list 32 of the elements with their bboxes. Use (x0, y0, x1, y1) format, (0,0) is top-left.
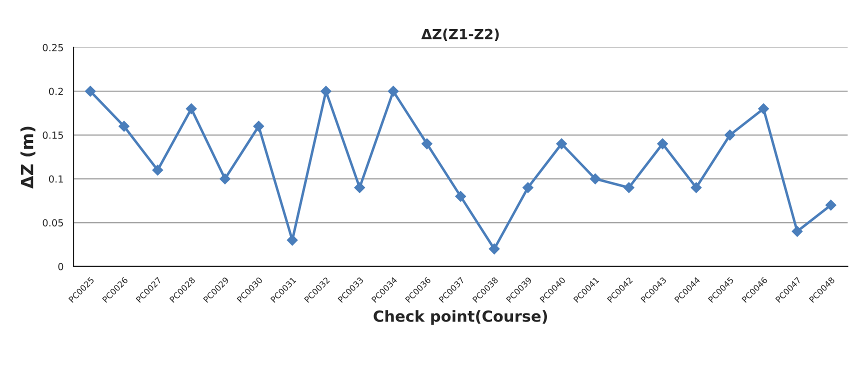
point (690, 182, 702, 194)
point (657, 138, 668, 150)
point (556, 138, 568, 150)
point (220, 173, 230, 184)
x-axis-title: Check point(Course) (374, 310, 547, 325)
point (724, 130, 736, 140)
chart-title: ΔZ(Z1-Z2) (421, 28, 499, 41)
point (422, 138, 432, 150)
point (253, 120, 264, 132)
point (792, 226, 803, 237)
y-tick-label: 0.2 (48, 88, 63, 96)
point (590, 173, 601, 184)
point (118, 120, 130, 132)
point (320, 86, 332, 97)
y-tick-label: 0.25 (42, 44, 63, 52)
y-tick-label: 0.15 (42, 132, 63, 139)
point (354, 182, 366, 194)
point (84, 86, 96, 97)
y-axis-title: ΔZ (m) (20, 126, 36, 189)
point (488, 244, 500, 254)
y-tick-label: 0.05 (42, 219, 63, 226)
point (152, 164, 164, 176)
point (522, 182, 534, 194)
point (623, 182, 634, 194)
y-tick-label: 0 (58, 262, 64, 270)
point (758, 103, 769, 114)
y-tick-label: 0.1 (48, 175, 63, 183)
point (388, 86, 399, 97)
point (286, 234, 298, 246)
point (455, 190, 466, 202)
point (186, 103, 197, 114)
point (825, 200, 836, 211)
